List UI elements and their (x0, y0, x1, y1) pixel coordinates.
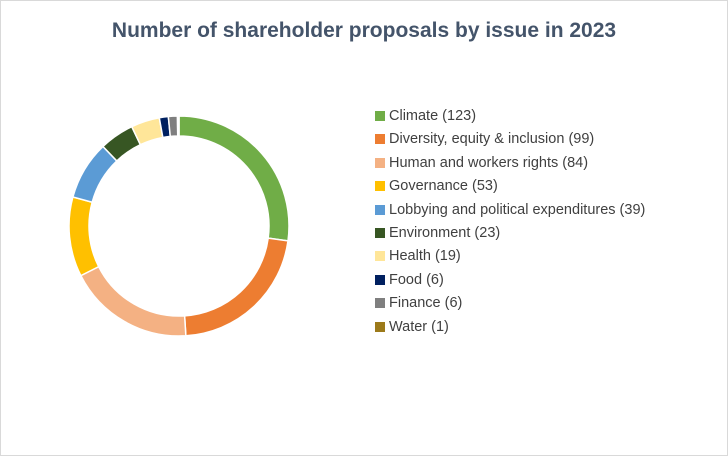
legend-label: Diversity, equity & inclusion (99) (389, 131, 595, 148)
legend-label: Food (6) (389, 271, 444, 288)
legend-item: Health (19) (375, 245, 645, 268)
legend-swatch (375, 157, 385, 168)
legend-swatch (375, 321, 385, 332)
legend-swatch (375, 181, 385, 192)
legend-item: Environment (23) (375, 222, 645, 245)
donut-slice (178, 115, 290, 242)
donut-chart (68, 115, 290, 337)
donut-slice (79, 265, 187, 337)
legend-label: Lobbying and political expenditures (39) (389, 201, 646, 218)
donut-slice (176, 115, 180, 137)
legend-swatch (375, 134, 385, 145)
legend-item: Food (6) (375, 269, 645, 292)
legend-item: Water (1) (375, 316, 645, 339)
donut-slice (167, 115, 179, 138)
donut-slice (68, 196, 100, 277)
legend-label: Water (1) (389, 318, 449, 335)
legend-swatch (375, 251, 385, 262)
legend-item: Governance (53) (375, 175, 645, 198)
legend-item: Climate (123) (375, 105, 645, 128)
legend-swatch (375, 227, 385, 238)
legend-item: Lobbying and political expenditures (39) (375, 199, 645, 222)
legend-label: Finance (6) (389, 295, 463, 312)
legend-swatch (375, 274, 385, 285)
chart-title: Number of shareholder proposals by issue… (111, 19, 617, 42)
legend-label: Human and workers rights (84) (389, 154, 589, 171)
legend-swatch (375, 111, 385, 121)
legend: Climate (123) Diversity, equity & inclusi… (375, 105, 645, 339)
legend-label: Climate (123) (389, 108, 477, 124)
legend-label: Health (19) (389, 248, 461, 265)
legend-swatch (375, 204, 385, 215)
legend-label: Environment (23) (389, 224, 501, 241)
donut-slice (183, 237, 289, 337)
legend-item: Human and workers rights (84) (375, 152, 645, 175)
legend-swatch (375, 298, 385, 309)
legend-label: Governance (53) (389, 178, 498, 195)
legend-item: Finance (6) (375, 292, 645, 315)
legend-item: Diversity, equity & inclusion (99) (375, 128, 645, 151)
